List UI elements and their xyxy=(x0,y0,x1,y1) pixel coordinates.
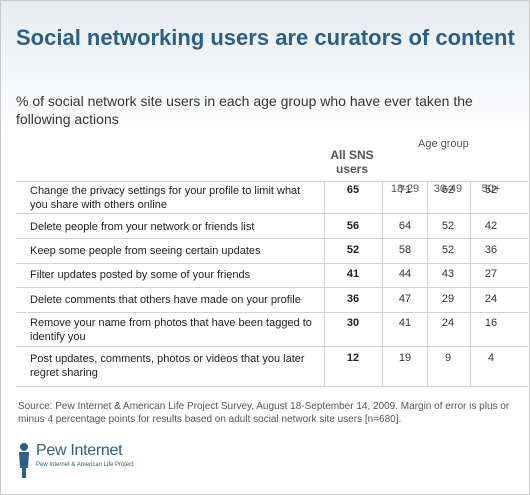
logo-wordmark: Pew Internet xyxy=(36,442,123,459)
row-label-privacy-settings: Change the privacy settings for your pro… xyxy=(30,185,301,211)
pew-person-icon xyxy=(19,443,29,478)
column-divider xyxy=(470,181,471,386)
all-sns-users-header: All SNS users xyxy=(330,148,374,176)
cell-30-49-delete-people: 52 xyxy=(441,220,455,232)
cell-50-plus-privacy-settings: 52 xyxy=(484,184,498,196)
row-divider xyxy=(16,238,528,239)
cell-18-29-delete-comments: 47 xyxy=(398,293,412,305)
cell-50-plus-keep-from-updates: 36 xyxy=(484,244,498,256)
cell-30-49-regret-sharing: 9 xyxy=(444,352,452,364)
column-divider xyxy=(427,181,428,386)
cell-30-49-delete-comments: 29 xyxy=(441,293,455,305)
cell-50-plus-delete-people: 42 xyxy=(484,220,498,232)
row-divider xyxy=(16,287,528,288)
cell-18-29-filter-updates: 44 xyxy=(398,268,412,280)
column-header-30-49: 30-49 xyxy=(433,183,463,195)
row-divider xyxy=(16,263,528,264)
chart-subtitle: % of social network site users in each a… xyxy=(16,93,473,127)
cell-all-keep-from-updates: 52 xyxy=(346,244,360,256)
column-header-18-29: 18-29 xyxy=(390,183,420,195)
cell-all-remove-name-photos: 30 xyxy=(346,317,360,329)
chart-title: Social networking users are curators of … xyxy=(16,25,515,50)
row-label-keep-from-updates: Keep some people from seeing certain upd… xyxy=(30,245,261,257)
row-divider xyxy=(16,386,528,387)
cell-50-plus-filter-updates: 27 xyxy=(484,268,498,280)
column-divider xyxy=(382,181,383,386)
row-divider xyxy=(16,346,528,347)
cell-50-plus-delete-comments: 24 xyxy=(484,293,498,305)
row-divider xyxy=(16,213,528,214)
row-divider xyxy=(16,181,528,182)
row-label-remove-name-photos: Remove your name from photos that have b… xyxy=(30,317,312,343)
source-note: Source: Pew Internet & American Life Pro… xyxy=(18,401,510,425)
cell-50-plus-regret-sharing: 4 xyxy=(487,352,495,364)
logo-tagline: Pew Internet & American Life Project xyxy=(36,462,134,468)
cell-30-49-keep-from-updates: 52 xyxy=(441,244,455,256)
cell-all-regret-sharing: 12 xyxy=(346,352,360,364)
cell-18-29-privacy-settings: 71 xyxy=(398,184,412,196)
cell-18-29-keep-from-updates: 58 xyxy=(398,244,412,256)
cell-all-delete-people: 56 xyxy=(346,220,360,232)
column-divider xyxy=(324,181,325,386)
cell-all-delete-comments: 36 xyxy=(346,293,360,305)
age-group-label: Age group xyxy=(418,138,469,150)
cell-30-49-filter-updates: 43 xyxy=(441,268,455,280)
row-label-regret-sharing: Post updates, comments, photos or videos… xyxy=(30,353,305,379)
row-divider xyxy=(16,312,528,313)
cell-all-filter-updates: 41 xyxy=(346,268,360,280)
row-label-delete-comments: Delete comments that others have made on… xyxy=(30,294,301,306)
cell-18-29-delete-people: 64 xyxy=(398,220,412,232)
cell-50-plus-remove-name-photos: 16 xyxy=(484,317,498,329)
cell-18-29-regret-sharing: 19 xyxy=(398,352,412,364)
cell-18-29-remove-name-photos: 41 xyxy=(398,317,412,329)
cell-all-privacy-settings: 65 xyxy=(346,184,360,196)
cell-30-49-remove-name-photos: 24 xyxy=(441,317,455,329)
column-header-50-plus: 50+ xyxy=(481,183,501,195)
row-label-delete-people: Delete people from your network or frien… xyxy=(30,221,255,233)
row-label-filter-updates: Filter updates posted by some of your fr… xyxy=(30,269,251,281)
cell-30-49-privacy-settings: 62 xyxy=(441,184,455,196)
